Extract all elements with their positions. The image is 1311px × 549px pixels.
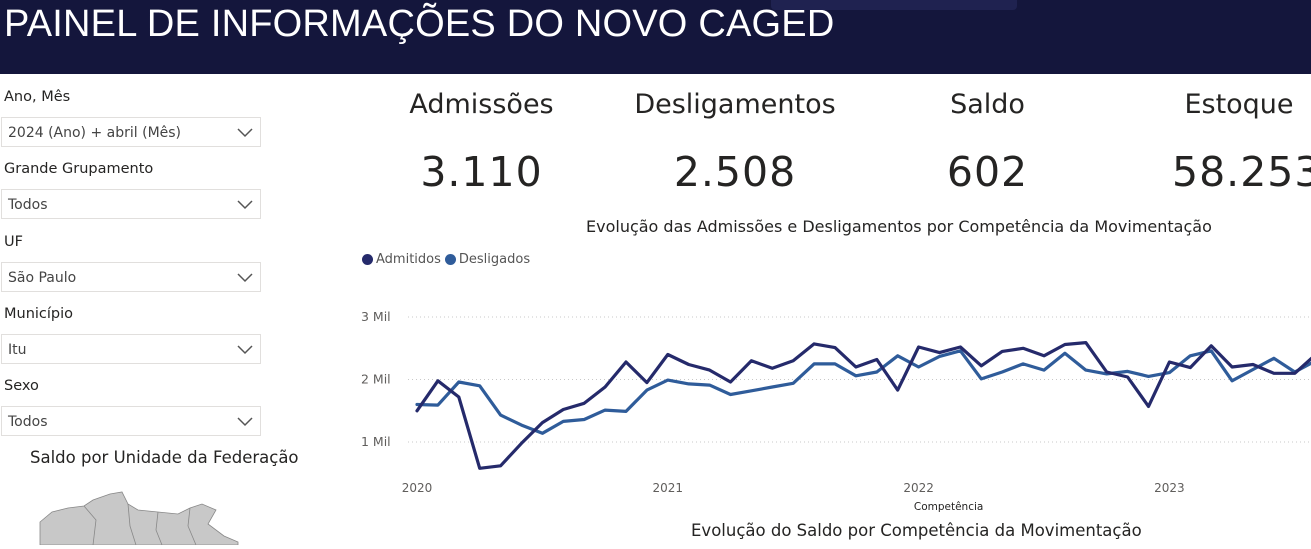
y-tick-label: 2 Mil: [361, 372, 391, 387]
series-line-desligados[interactable]: [415, 349, 1311, 435]
kpi-value-desligamentos: 2.508: [673, 148, 797, 196]
chart-title: Evolução das Admissões e Desligamentos p…: [586, 217, 1212, 236]
filter-label-ano-mes: Ano, Mês: [4, 89, 71, 105]
x-tick-label: 2021: [653, 481, 684, 495]
filter-label-sexo: Sexo: [4, 378, 39, 394]
chart-legend: Admitidos Desligados: [362, 252, 534, 267]
kpi-label-desligamentos: Desligamentos: [634, 89, 836, 120]
filter-dropdown-grande-grupamento[interactable]: Todos: [1, 189, 261, 219]
kpi-value-admissoes: 3.110: [420, 148, 543, 196]
chevron-down-icon: [237, 128, 253, 138]
legend-label-admitidos: Admitidos: [376, 252, 441, 267]
filter-label-uf: UF: [4, 234, 23, 250]
kpi-value-saldo: 602: [946, 148, 1029, 196]
legend-item-desligados[interactable]: Desligados: [444, 252, 531, 267]
filter-value-grande-grupamento: Todos: [8, 197, 48, 213]
kpi-label-admissoes: Admissões: [409, 89, 554, 120]
map-shapes: [39, 491, 239, 546]
legend-dot-icon: [362, 254, 373, 265]
filter-dropdown-municipio[interactable]: Itu: [1, 334, 261, 364]
filter-label-grande-grupamento: Grande Grupamento: [4, 161, 154, 177]
x-axis-title: Competência: [914, 501, 983, 513]
map-border: [127, 503, 137, 546]
map-title: Saldo por Unidade da Federação: [30, 448, 299, 467]
x-tick-label: 2023: [1154, 481, 1185, 495]
chevron-down-icon: [237, 200, 253, 210]
filter-value-municipio: Itu: [8, 342, 27, 358]
y-tick-label: 3 Mil: [361, 309, 391, 324]
y-tick-label: 1 Mil: [361, 434, 391, 449]
chevron-down-icon: [237, 273, 253, 283]
x-tick-label: 2022: [903, 481, 934, 495]
legend-label-desligados: Desligados: [458, 252, 531, 267]
map-border: [155, 511, 163, 546]
map-border: [83, 505, 97, 546]
filter-value-ano-mes: 2024 (Ano) + abril (Mês): [8, 125, 182, 141]
legend-item-admitidos[interactable]: Admitidos: [362, 252, 441, 267]
filter-dropdown-sexo[interactable]: Todos: [1, 406, 261, 436]
chevron-down-icon: [237, 417, 253, 427]
chevron-down-icon: [237, 345, 253, 355]
line-chart[interactable]: 1 Mil 2 Mil 3 Mil 2020 2021 2022 2023 Competênc…: [355, 280, 1311, 516]
series-line-admitidos[interactable]: [415, 340, 1311, 470]
filter-value-uf: São Paulo: [8, 270, 77, 286]
kpi-label-estoque: Estoque: [1184, 89, 1294, 120]
filter-label-municipio: Município: [4, 306, 74, 322]
x-tick-label: 2020: [402, 481, 433, 495]
filter-value-sexo: Todos: [8, 414, 48, 430]
header-tab[interactable]: [771, 0, 1017, 10]
header-bar: PAINEL DE INFORMAÇÕES DO NOVO CAGED: [0, 0, 1311, 74]
kpi-label-saldo: Saldo: [950, 89, 1025, 120]
brazil-map[interactable]: [38, 490, 243, 549]
map-border: [187, 507, 197, 546]
legend-dot-icon: [444, 254, 456, 265]
kpi-value-estoque: 58.253: [1172, 148, 1311, 196]
page-title: PAINEL DE INFORMAÇÕES DO NOVO CAGED: [4, 3, 835, 45]
map-region-north[interactable]: [39, 491, 239, 546]
filter-dropdown-uf[interactable]: São Paulo: [1, 262, 261, 292]
filter-dropdown-ano-mes[interactable]: 2024 (Ano) + abril (Mês): [1, 117, 261, 147]
saldo-chart-title: Evolução do Saldo por Competência da Mov…: [691, 521, 1142, 540]
